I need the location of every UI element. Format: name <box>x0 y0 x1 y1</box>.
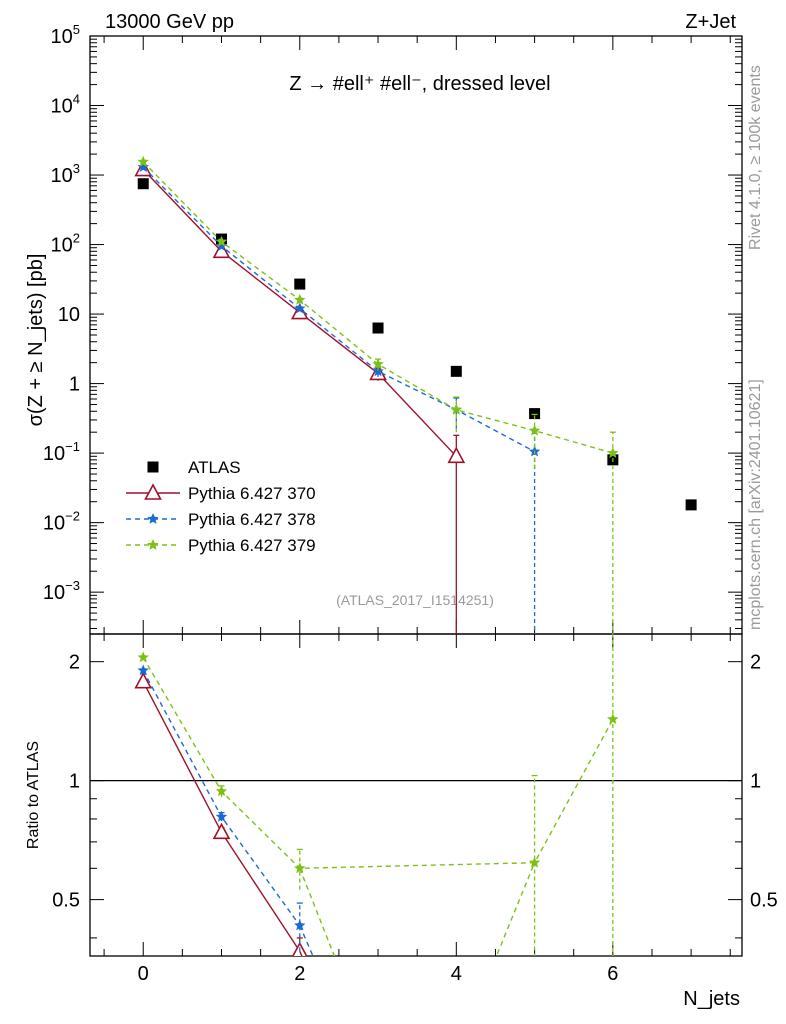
data-point-p370 <box>134 671 153 689</box>
data-point-p370 <box>144 483 162 500</box>
data-point-atlas <box>450 365 462 377</box>
y-tick-label: 103 <box>51 161 80 187</box>
data-point-p378 <box>215 240 228 251</box>
ratio-y-tick-label-left: 2 <box>69 652 80 674</box>
data-point-p370 <box>212 241 231 259</box>
data-point-p379 <box>215 235 228 247</box>
y-tick-label: 10−2 <box>43 509 80 535</box>
ratio-y-tick-label-right: 1 <box>750 771 761 793</box>
data-point-p379 <box>450 403 462 415</box>
ratio-y-axis-label: Ratio to ATLAS <box>25 741 42 849</box>
legend-label-p370: Pythia 6.427 370 <box>188 484 316 503</box>
ratio-line-continuation-p379 <box>299 868 336 956</box>
data-point-atlas <box>372 322 384 334</box>
data-point-p379 <box>137 155 149 167</box>
data-point-atlas <box>529 408 541 420</box>
ratio-plot-frame <box>89 633 743 957</box>
rivet-label: Rivet 4.1.0, ≥ 100k events <box>747 65 764 250</box>
data-point-p378 <box>147 513 159 524</box>
ratio-line-continuation-p379 <box>495 862 536 956</box>
x-tick-label: 4 <box>451 963 462 985</box>
data-point-p378 <box>294 919 306 931</box>
x-tick-label: 0 <box>138 963 149 985</box>
x-axis-label: N_jets <box>683 988 740 1010</box>
data-point-p379 <box>528 424 541 436</box>
ratio-y-tick-label-left: 0.5 <box>52 890 80 912</box>
chart-title: Z → #ell⁺ #ell⁻, dressed level <box>289 73 550 95</box>
series-line-p378 <box>142 166 535 453</box>
data-point-p379 <box>372 358 384 370</box>
data-point-p379 <box>147 539 159 550</box>
analysis-tag: (ATLAS_2017_I1514251) <box>336 592 494 608</box>
x-tick-label: 6 <box>607 963 618 985</box>
data-point-p379 <box>607 447 619 458</box>
x-tick-label: 2 <box>294 963 305 985</box>
y-tick-label: 1 <box>69 374 80 396</box>
legend-label-p379: Pythia 6.427 379 <box>188 536 316 555</box>
data-point-p378 <box>372 365 384 377</box>
ratio-line-p378 <box>142 670 301 926</box>
header-energy: 13000 GeV pp <box>105 11 234 33</box>
series-line-p379 <box>142 161 614 454</box>
y-tick-label: 102 <box>51 231 80 257</box>
ratio-y-tick-label-right: 2 <box>750 652 761 674</box>
data-point-atlas <box>137 178 149 190</box>
y-tick-label: 10−3 <box>43 578 80 604</box>
data-point-p378 <box>215 810 228 822</box>
ratio-y-tick-label-left: 1 <box>69 771 80 793</box>
y-tick-label: 10 <box>58 304 80 326</box>
legend-label-atlas: ATLAS <box>188 458 241 477</box>
data-point-p379 <box>294 862 306 874</box>
data-point-atlas <box>685 499 697 511</box>
legend-label-p378: Pythia 6.427 378 <box>188 510 316 529</box>
data-point-atlas <box>294 278 306 290</box>
y-tick-label: 10−1 <box>43 439 80 465</box>
data-point-p379 <box>528 856 541 868</box>
data-point-atlas <box>147 461 159 473</box>
data-point-p379 <box>215 785 228 797</box>
data-point-p379 <box>294 293 306 305</box>
data-point-p370 <box>447 446 466 464</box>
data-point-p379 <box>607 713 619 725</box>
data-point-p378 <box>137 161 149 172</box>
y-axis-label: σ(Z + ≥ N_jets) [pb] <box>25 254 47 427</box>
mcplots-label: mcplots.cern.ch [arXiv:2401.10621] <box>747 379 764 630</box>
y-tick-label: 105 <box>51 22 80 48</box>
ratio-line-p379 <box>142 657 614 870</box>
data-point-p378 <box>294 302 306 314</box>
data-point-p379 <box>137 651 149 663</box>
data-point-p378 <box>137 664 149 676</box>
ratio-y-tick-label-right: 0.5 <box>750 890 778 912</box>
y-tick-label: 104 <box>51 92 80 118</box>
header-process: Z+Jet <box>685 11 736 33</box>
data-point-p370 <box>212 822 231 840</box>
